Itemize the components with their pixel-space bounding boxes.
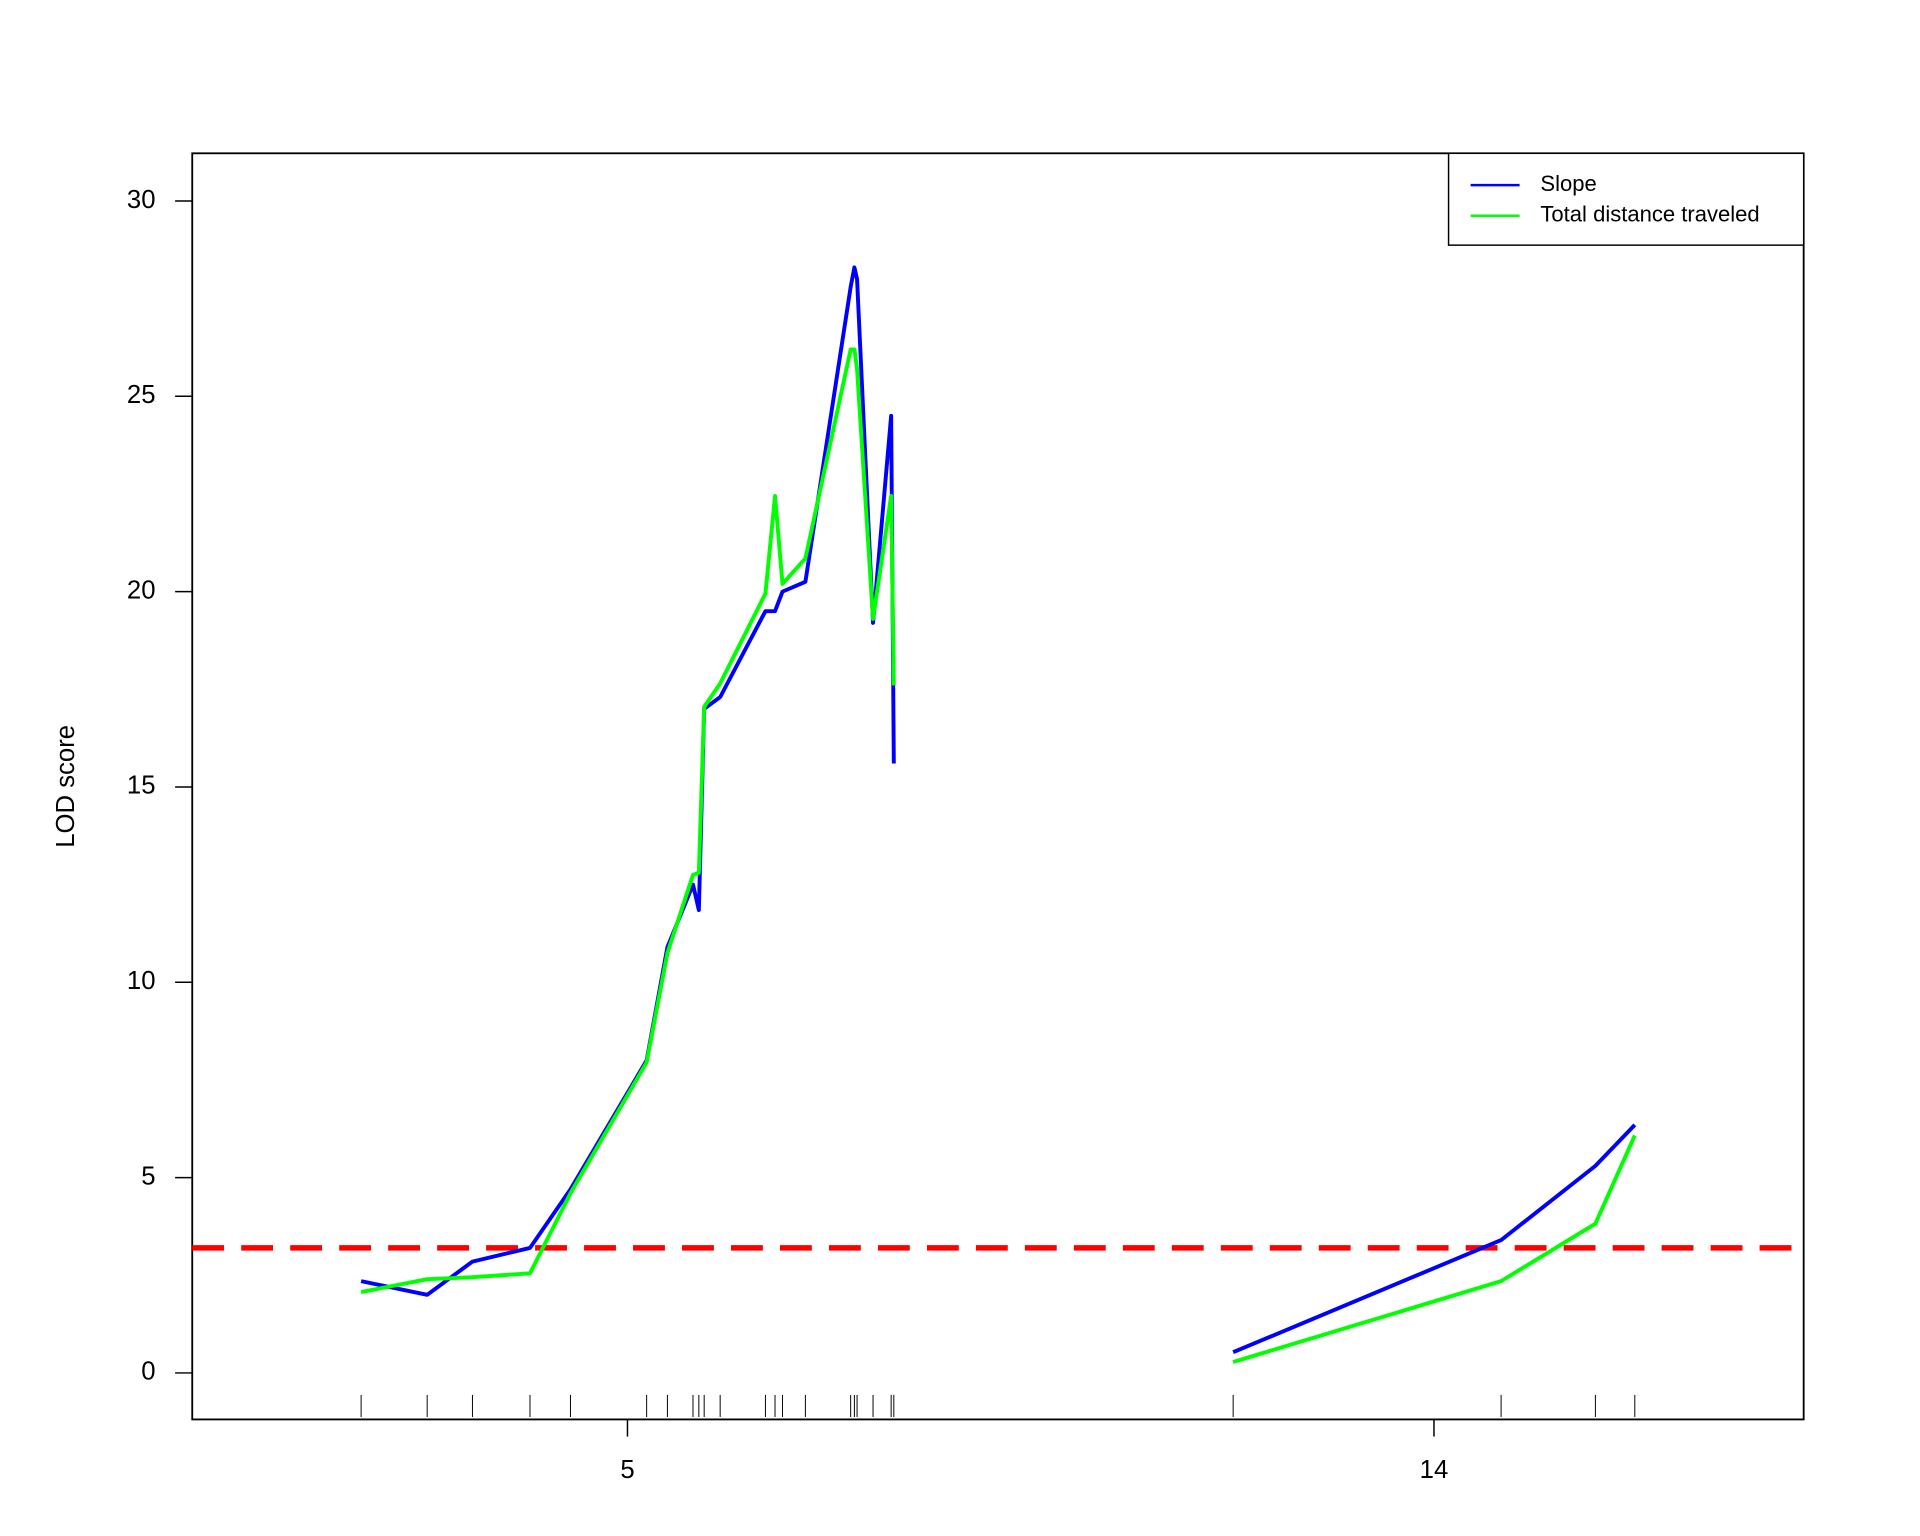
y-tick-label: 10 [127,967,156,995]
y-tick-label: 15 [127,772,156,800]
y-axis-label: LOD score [52,725,80,848]
series-line [1232,1134,1637,1364]
plot-frame [191,152,1805,1421]
x-tick-label: 5 [620,1456,634,1484]
y-tick-label: 30 [127,186,156,214]
y-tick-label: 25 [127,381,156,409]
y-tick-label: 20 [127,576,156,604]
x-tick-label: 14 [1420,1456,1449,1484]
y-tick-label: 0 [141,1358,155,1386]
y-tick-label: 5 [141,1162,155,1190]
series-line [1232,1123,1637,1355]
legend-box [1447,152,1805,246]
series-line [360,347,896,1294]
legend-label: Slope [1540,171,1596,196]
legend-label: Total distance traveled [1540,202,1759,227]
series-line [360,265,896,1297]
